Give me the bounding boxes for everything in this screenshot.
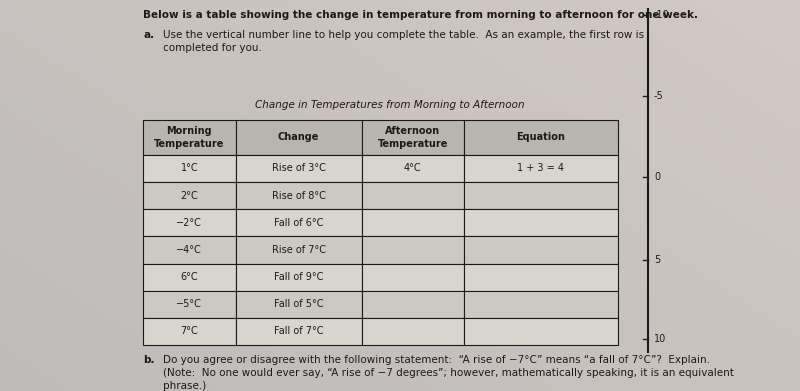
Text: Below is a table showing the change in temperature from morning to afternoon for: Below is a table showing the change in t… [143, 10, 698, 20]
Text: Afternoon
Temperature: Afternoon Temperature [378, 126, 448, 149]
Text: Change in Temperatures from Morning to Afternoon: Change in Temperatures from Morning to A… [255, 100, 525, 110]
Text: 4°C: 4°C [404, 163, 422, 174]
Text: Fall of 5°C: Fall of 5°C [274, 299, 323, 309]
Bar [143, 120, 236, 155]
Bar [362, 318, 464, 345]
Bar [236, 182, 362, 209]
Bar [143, 236, 236, 264]
Text: Equation: Equation [516, 133, 566, 142]
Text: Rise of 8°C: Rise of 8°C [272, 191, 326, 201]
Text: Change: Change [278, 133, 319, 142]
Bar [143, 291, 236, 318]
Bar [362, 209, 464, 236]
Bar [362, 291, 464, 318]
Text: -10: -10 [654, 10, 670, 20]
Bar [464, 155, 618, 182]
Bar [464, 291, 618, 318]
Text: 1 + 3 = 4: 1 + 3 = 4 [518, 163, 564, 174]
Bar [143, 155, 236, 182]
Bar [143, 209, 236, 236]
Bar [464, 236, 618, 264]
Text: a.: a. [143, 30, 154, 40]
Text: Rise of 3°C: Rise of 3°C [272, 163, 326, 174]
Bar [236, 209, 362, 236]
Bar [236, 155, 362, 182]
Text: Fall of 6°C: Fall of 6°C [274, 218, 323, 228]
Text: Use the vertical number line to help you complete the table.  As an example, the: Use the vertical number line to help you… [163, 30, 644, 53]
Text: Do you agree or disagree with the following statement:  “A rise of −7°C” means “: Do you agree or disagree with the follow… [163, 355, 734, 391]
Bar [362, 155, 464, 182]
Bar [464, 264, 618, 291]
Bar [464, 120, 618, 155]
Text: 6°C: 6°C [181, 272, 198, 282]
Bar [236, 291, 362, 318]
Text: −2°C: −2°C [176, 218, 202, 228]
Bar [362, 182, 464, 209]
Text: 1°C: 1°C [181, 163, 198, 174]
Bar [362, 236, 464, 264]
Text: 5: 5 [654, 255, 660, 265]
Bar [464, 209, 618, 236]
Text: 7°C: 7°C [181, 326, 198, 336]
Bar [236, 236, 362, 264]
Bar [143, 182, 236, 209]
Text: 2°C: 2°C [181, 191, 198, 201]
Text: 10: 10 [654, 334, 666, 344]
Bar [143, 318, 236, 345]
Bar [362, 120, 464, 155]
Bar [236, 120, 362, 155]
Text: −5°C: −5°C [176, 299, 202, 309]
Bar [362, 264, 464, 291]
Text: −4°C: −4°C [177, 245, 202, 255]
Text: Morning
Temperature: Morning Temperature [154, 126, 225, 149]
Bar [236, 318, 362, 345]
Bar [464, 182, 618, 209]
Bar [143, 264, 236, 291]
Text: b.: b. [143, 355, 154, 365]
Text: -5: -5 [654, 91, 664, 101]
Text: Fall of 7°C: Fall of 7°C [274, 326, 323, 336]
Text: Rise of 7°C: Rise of 7°C [271, 245, 326, 255]
Text: Fall of 9°C: Fall of 9°C [274, 272, 323, 282]
Bar [464, 318, 618, 345]
Text: 0: 0 [654, 172, 660, 182]
Bar [236, 264, 362, 291]
